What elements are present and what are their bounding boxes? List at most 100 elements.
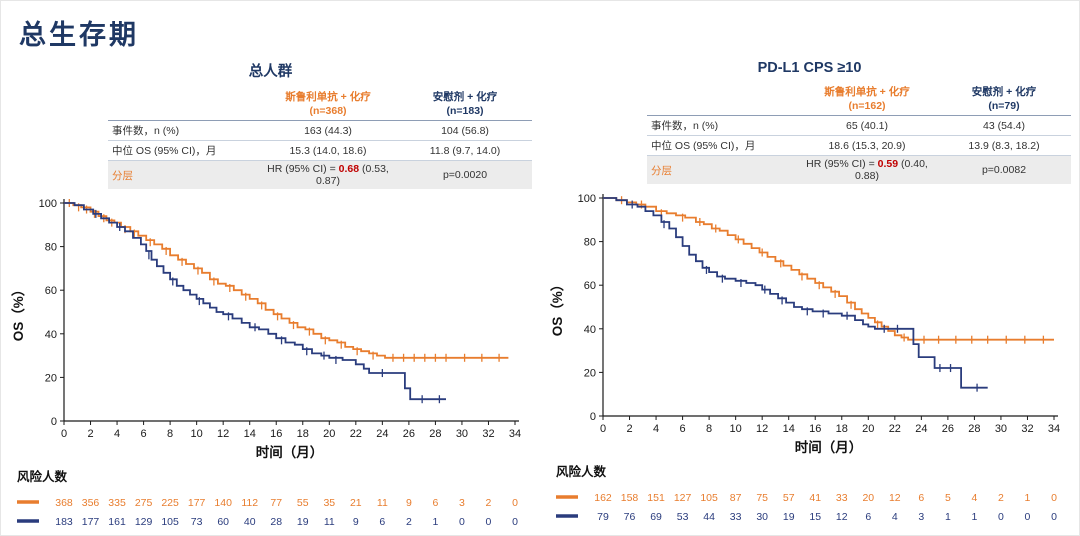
risk-count: 41	[809, 492, 821, 504]
risk-count: 12	[836, 511, 848, 523]
svg-text:12: 12	[756, 423, 768, 435]
risk-count: 53	[677, 511, 689, 523]
svg-text:32: 32	[1021, 423, 1033, 435]
risk-count: 15	[809, 511, 821, 523]
stratified-hr-row: 分层 HR (95% CI) = 0.59 (0.40, 0.88) p=0.0…	[647, 155, 1071, 185]
risk-count: 0	[1051, 511, 1057, 523]
risk-count: 2	[486, 497, 492, 509]
svg-text:24: 24	[915, 423, 927, 435]
control-name: 安慰剂 + 化疗	[971, 86, 1037, 98]
row-label: 事件数，n (%)	[647, 115, 797, 137]
row-label: 中位 OS (95% CI)，月	[647, 135, 797, 157]
svg-text:6: 6	[680, 423, 686, 435]
risk-count: 11	[377, 497, 388, 509]
svg-text:10: 10	[730, 423, 742, 435]
treatment-name: 斯鲁利单抗 + 化疗	[824, 86, 910, 98]
risk-count: 57	[783, 492, 795, 504]
risk-table-label: 风险人数	[556, 464, 607, 479]
risk-count: 2	[406, 516, 412, 528]
panel-title-pdl1: PD-L1 CPS ≥10	[757, 60, 862, 76]
km-curve-treatment	[603, 197, 1054, 341]
risk-count: 3	[918, 511, 924, 523]
risk-count: 12	[889, 492, 901, 504]
p-value-cell: p=0.0082	[937, 155, 1071, 185]
risk-count: 0	[512, 497, 518, 509]
svg-text:0: 0	[61, 428, 67, 440]
panel-total-population: 总人群 斯鲁利单抗 + 化疗 (n=368) 安慰剂 + 化疗 (n=183)	[1, 54, 540, 535]
svg-text:28: 28	[429, 428, 441, 440]
col-header-control: 安慰剂 + 化疗 (n=183)	[398, 89, 532, 122]
stats-table-total: 斯鲁利单抗 + 化疗 (n=368) 安慰剂 + 化疗 (n=183) 事件数，…	[108, 89, 532, 190]
risk-count: 183	[55, 516, 73, 528]
control-name: 安慰剂 + 化疗	[432, 91, 498, 103]
risk-count: 87	[730, 492, 742, 504]
risk-count: 11	[324, 516, 335, 528]
risk-count: 2	[998, 492, 1004, 504]
svg-text:0: 0	[600, 423, 606, 435]
strat-label: 分层	[108, 160, 258, 190]
risk-count: 335	[108, 497, 126, 509]
risk-count: 356	[82, 497, 100, 509]
p-value-cell: p=0.0020	[398, 160, 532, 190]
events-row: 事件数，n (%) 163 (44.3) 104 (56.8)	[108, 120, 532, 142]
events-row: 事件数，n (%) 65 (40.1) 43 (54.4)	[647, 115, 1071, 137]
risk-count: 368	[55, 497, 73, 509]
svg-text:20: 20	[45, 373, 57, 385]
risk-count: 69	[650, 511, 662, 523]
col-header-treatment: 斯鲁利单抗 + 化疗 (n=162)	[797, 84, 937, 117]
y-axis-label: OS（%）	[11, 283, 26, 342]
svg-text:14: 14	[783, 423, 795, 435]
svg-text:16: 16	[270, 428, 282, 440]
svg-text:30: 30	[995, 423, 1007, 435]
svg-text:0: 0	[590, 411, 596, 423]
median-os-row: 中位 OS (95% CI)，月 15.3 (14.0, 18.6) 11.8 …	[108, 140, 532, 162]
hr-prefix: HR (95% CI) =	[806, 158, 878, 171]
risk-count: 158	[621, 492, 639, 504]
risk-count: 161	[108, 516, 126, 528]
risk-count: 105	[161, 516, 179, 528]
risk-count: 1	[971, 511, 977, 523]
events-treatment-value: 65 (40.1)	[797, 115, 937, 137]
treatment-name: 斯鲁利单抗 + 化疗	[285, 91, 371, 103]
risk-count: 28	[270, 516, 282, 528]
svg-text:34: 34	[509, 428, 521, 440]
risk-count: 162	[594, 492, 612, 504]
median-treatment-value: 15.3 (14.0, 18.6)	[258, 140, 398, 162]
y-axis-label: OS（%）	[550, 278, 565, 337]
risk-count: 0	[998, 511, 1004, 523]
control-n: (n=79)	[988, 99, 1020, 112]
svg-text:8: 8	[167, 428, 173, 440]
risk-count: 0	[1051, 492, 1057, 504]
row-label: 中位 OS (95% CI)，月	[108, 140, 258, 162]
risk-count: 33	[730, 511, 742, 523]
control-n: (n=183)	[446, 104, 484, 117]
svg-text:80: 80	[45, 242, 57, 254]
risk-count: 9	[406, 497, 412, 509]
hr-value: 0.59	[877, 158, 899, 171]
risk-count: 6	[918, 492, 924, 504]
svg-text:24: 24	[376, 428, 388, 440]
svg-text:18: 18	[297, 428, 309, 440]
risk-count: 4	[971, 492, 977, 504]
hr-cell: HR (95% CI) = 0.59 (0.40, 0.88)	[797, 155, 937, 185]
risk-count: 30	[756, 511, 768, 523]
svg-text:8: 8	[706, 423, 712, 435]
risk-count: 275	[135, 497, 153, 509]
risk-count: 6	[865, 511, 871, 523]
risk-count: 76	[624, 511, 636, 523]
hr-cell: HR (95% CI) = 0.68 (0.53, 0.87)	[258, 160, 398, 190]
risk-count: 60	[217, 516, 229, 528]
risk-count: 127	[674, 492, 692, 504]
svg-text:18: 18	[836, 423, 848, 435]
col-header-treatment: 斯鲁利单抗 + 化疗 (n=368)	[258, 89, 398, 122]
risk-count: 129	[135, 516, 153, 528]
svg-text:100: 100	[578, 193, 596, 205]
svg-text:16: 16	[809, 423, 821, 435]
risk-count: 9	[353, 516, 359, 528]
svg-text:60: 60	[45, 285, 57, 297]
svg-text:26: 26	[403, 428, 415, 440]
risk-count: 35	[323, 497, 335, 509]
hr-ci: (0.53, 0.87)	[316, 163, 389, 188]
risk-count: 105	[700, 492, 718, 504]
svg-text:100: 100	[39, 198, 57, 210]
